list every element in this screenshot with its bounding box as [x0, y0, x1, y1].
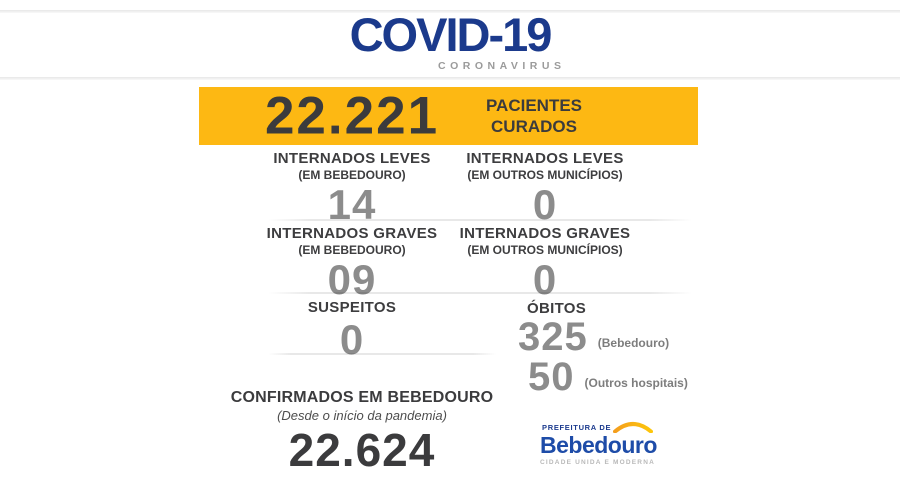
top-divider-line	[0, 10, 900, 13]
stat-internados-graves-outros: INTERNADOS GRAVES (EM OUTROS MUNICÍPIOS)…	[395, 225, 695, 303]
obitos-row-bebedouro: 325 (Bebedouro)	[518, 315, 708, 359]
stat-subtitle: (EM BEBEDOURO)	[298, 243, 406, 257]
cured-count: 22.221	[264, 86, 440, 146]
stat-value: 0	[339, 316, 365, 363]
stat-subtitle: (EM BEBEDOURO)	[298, 168, 406, 182]
stat-subtitle: (EM OUTROS MUNICÍPIOS)	[467, 168, 623, 182]
stat-title: INTERNADOS LEVES	[273, 150, 431, 167]
cured-label: PACIENTES CURADOS	[459, 95, 609, 137]
stat-internados-graves-bebedouro: INTERNADOS GRAVES (EM BEBEDOURO) 09	[202, 225, 502, 303]
confirmados-value: 22.624	[288, 424, 436, 476]
page-title: COVID-19	[349, 8, 553, 61]
stat-obitos: ÓBITOS 325 (Bebedouro) 50 (Outros hospit…	[518, 299, 708, 399]
obitos-value: 50	[528, 355, 575, 399]
cured-label-line2: CURADOS	[491, 117, 577, 136]
stat-internados-leves-outros: INTERNADOS LEVES (EM OUTROS MUNICÍPIOS) …	[395, 150, 695, 228]
cured-label-line1: PACIENTES	[485, 96, 583, 115]
row-divider-line	[268, 353, 496, 355]
stat-confirmados: CONFIRMADOS EM BEBEDOURO (Desde o início…	[212, 388, 512, 474]
cured-patients-banner: 22.221 PACIENTES CURADOS	[199, 86, 698, 146]
stat-title: SUSPEITOS	[307, 299, 397, 316]
obitos-note: (Bebedouro)	[597, 336, 670, 350]
header-divider-line	[0, 77, 900, 80]
obitos-note: (Outros hospitais)	[584, 376, 688, 390]
stat-suspeitos: SUSPEITOS 0	[202, 299, 502, 363]
confirmados-subtitle: (Desde o início da pandemia)	[277, 408, 447, 423]
stat-subtitle: (EM OUTROS MUNICÍPIOS)	[467, 243, 623, 257]
stat-value: 0	[532, 181, 558, 228]
stat-title: INTERNADOS GRAVES	[266, 225, 438, 242]
page-subtitle: CORONAVIRUS	[438, 60, 566, 72]
confirmados-title: CONFIRMADOS EM BEBEDOURO	[230, 389, 494, 406]
stat-title: INTERNADOS LEVES	[466, 150, 624, 167]
obitos-row-outros-hospitais: 50 (Outros hospitais)	[528, 355, 708, 399]
row-divider-line	[268, 219, 692, 221]
obitos-title: ÓBITOS	[527, 300, 587, 317]
stat-internados-leves-bebedouro: INTERNADOS LEVES (EM BEBEDOURO) 14	[202, 150, 502, 228]
logo-top-text: PREFEITURA DE	[542, 423, 612, 432]
stat-title: INTERNADOS GRAVES	[459, 225, 631, 242]
stat-value: 0	[532, 256, 558, 303]
row-divider-line	[268, 292, 692, 294]
logo-slogan: CIDADE UNIDA E MODERNA	[540, 459, 655, 466]
obitos-value: 325	[518, 315, 588, 359]
logo-arc-icon	[613, 422, 653, 433]
stat-value: 14	[327, 181, 377, 228]
prefeitura-bebedouro-logo: PREFEITURA DE Bebedouro CIDADE UNIDA E M…	[540, 422, 657, 466]
stat-value: 09	[327, 256, 377, 303]
logo-city-name: Bebedouro	[540, 432, 657, 458]
